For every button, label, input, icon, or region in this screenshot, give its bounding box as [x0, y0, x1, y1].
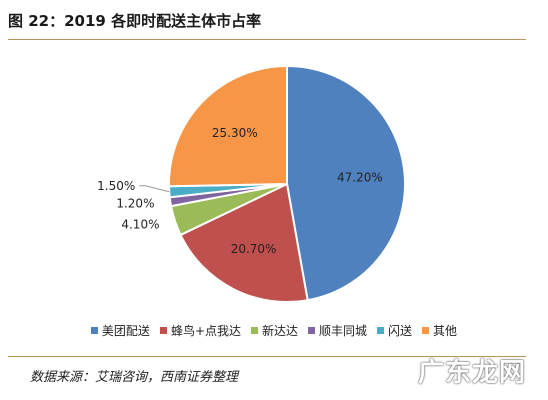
pie-chart: 47.20% 20.70% 4.10% 1.20% 1.50% 25.30%: [97, 64, 406, 303]
legend-label-3: 顺丰同城: [319, 324, 368, 338]
legend-label-4: 闪送: [388, 324, 413, 338]
top-divider: [8, 39, 526, 40]
pie-slice-5: [168, 64, 288, 188]
leader-line-4: [139, 185, 170, 193]
legend-item-4: 闪送: [377, 322, 412, 339]
slice-label-0: 47.20%: [337, 171, 383, 185]
slice-label-5: 25.30%: [212, 126, 258, 140]
legend-label-0: 美团配送: [101, 324, 150, 338]
pie-slice-1: [179, 182, 309, 303]
source-note: 数据来源：艾瑞咨询，西南证券整理: [30, 370, 239, 385]
bottom-divider: [8, 356, 526, 357]
chart-legend: 美团配送 蜂鸟+点我达 新达达 顺丰同城 闪送 其他: [0, 322, 548, 339]
legend-label-5: 其他: [433, 324, 458, 338]
legend-swatch-3: [308, 327, 316, 334]
legend-item-1: 蜂鸟+点我达: [159, 322, 241, 339]
chart-title: 图 22：2019 各即时配送主体市占率: [8, 12, 262, 30]
legend-label-2: 新达达: [262, 324, 299, 338]
slice-label-2: 4.10%: [121, 218, 159, 232]
slice-label-4: 1.50%: [97, 179, 135, 193]
legend-swatch-5: [422, 327, 430, 334]
legend-item-2: 新达达: [251, 322, 298, 339]
legend-item-3: 顺丰同城: [308, 322, 367, 339]
legend-swatch-0: [90, 327, 98, 334]
slice-label-3: 1.20%: [116, 197, 154, 211]
legend-swatch-2: [251, 327, 258, 334]
slice-label-1: 20.70%: [231, 242, 277, 256]
watermark-logo: 广东龙网: [417, 358, 526, 388]
legend-label-1: 蜂鸟+点我达: [170, 324, 241, 338]
legend-swatch-1: [159, 327, 167, 334]
legend-item-5: 其他: [422, 322, 457, 339]
pie-slice-0: [286, 64, 406, 302]
legend-swatch-4: [377, 327, 385, 334]
legend-item-0: 美团配送: [90, 322, 150, 339]
